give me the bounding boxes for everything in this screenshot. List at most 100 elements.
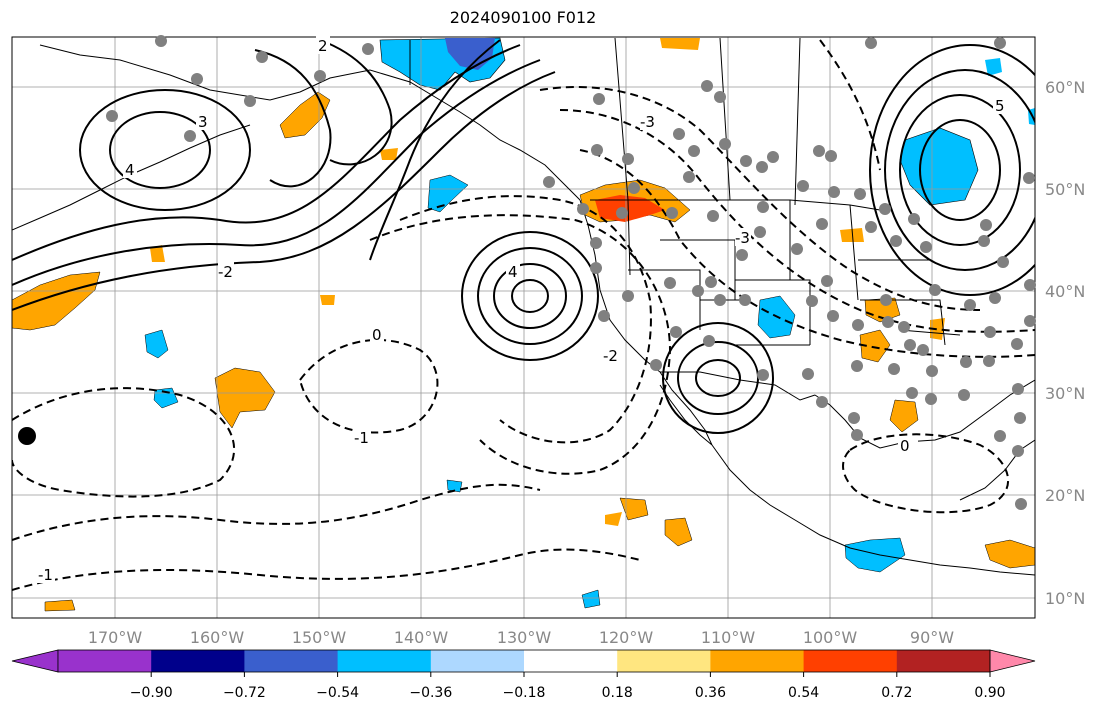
station-dot	[865, 221, 877, 233]
station-dot	[848, 412, 860, 424]
positive-fill-small-5	[320, 295, 335, 305]
contour-label-two: 2	[318, 37, 328, 55]
station-dot	[666, 207, 678, 219]
station-dot	[1023, 172, 1035, 184]
station-dot	[622, 290, 634, 302]
station-dot	[1014, 412, 1026, 424]
colorbar-arrow-left	[11, 649, 59, 673]
contour-label-minus-three-north: -3	[640, 113, 655, 131]
lon-label-110w: 110°W	[701, 628, 756, 647]
station-dot	[736, 249, 748, 261]
station-dot	[590, 237, 602, 249]
station-dot	[184, 130, 196, 142]
station-dot	[851, 360, 863, 372]
station-dot	[593, 93, 605, 105]
colorbar-tick-label: −0.72	[223, 685, 266, 701]
colorbar-tick-label: 0.54	[788, 685, 819, 701]
contour-label-high: 4	[508, 263, 518, 281]
station-dot	[997, 256, 1009, 268]
colorbar-tick-label: 0.36	[695, 685, 726, 701]
contour-label-five: 5	[995, 97, 1005, 115]
station-dot	[983, 355, 995, 367]
station-dot	[155, 35, 167, 47]
positive-fill-small-3	[380, 148, 398, 160]
lat-label-20n: 20°N	[1045, 486, 1085, 505]
station-dot	[670, 326, 682, 338]
station-dot	[906, 387, 918, 399]
positive-fill-baja	[619, 497, 649, 521]
colorbar-segment	[244, 650, 339, 672]
colorbar-tick-label: 0.90	[974, 685, 1005, 701]
station-dot	[816, 396, 828, 408]
station-dot	[692, 285, 704, 297]
positive-fill-small-4	[605, 512, 622, 526]
station-dot	[362, 43, 374, 55]
contour-high-pacific-1	[511, 279, 549, 313]
large-station-dot	[18, 427, 36, 445]
height-contours	[12, 39, 1035, 434]
map-frame	[11, 36, 1036, 619]
positive-fill-gulf	[859, 329, 891, 363]
station-dot	[1024, 315, 1036, 327]
station-dot	[994, 37, 1006, 49]
contour-high-pacific-3	[477, 247, 583, 345]
contour-neg-west-2	[12, 483, 541, 541]
station-dot	[739, 294, 751, 306]
station-dot	[917, 344, 929, 356]
anomaly-fills	[12, 37, 1035, 612]
contour-label-zero-gulf: 0	[900, 437, 910, 455]
coast-west-us	[579, 199, 661, 373]
colorbar-segment	[803, 650, 898, 672]
negative-fill-hudson	[899, 127, 979, 206]
station-dot	[865, 37, 877, 49]
station-dot	[926, 365, 938, 377]
station-dot	[821, 275, 833, 287]
station-dot	[890, 235, 902, 247]
positive-fill-texas	[889, 399, 919, 433]
negative-fill-north-corner	[985, 58, 1002, 76]
station-dot	[827, 310, 839, 322]
contour-low-hudson-4	[869, 44, 1035, 296]
colorbar-segment	[710, 650, 805, 672]
station-dot	[879, 203, 891, 215]
contour-ridge-3	[12, 71, 556, 311]
station-dot	[797, 180, 809, 192]
station-dot	[106, 110, 118, 122]
contour-neg-trough-3	[579, 149, 1035, 358]
station-dot	[960, 356, 972, 368]
coast-alaska	[39, 44, 581, 201]
colorbar-tick-label: −0.18	[503, 685, 546, 701]
colorbar-segment	[617, 650, 711, 672]
colorbar-tick-label: 0.18	[602, 685, 633, 701]
contour-high-pacific-4	[461, 231, 599, 361]
lat-label-10n: 10°N	[1045, 589, 1085, 608]
lat-label-50n: 50°N	[1045, 180, 1085, 199]
map-title: 2024090100 F012	[449, 8, 597, 27]
contour-neg-coastal-1	[399, 195, 652, 444]
station-dot	[256, 51, 268, 63]
station-dot	[244, 95, 256, 107]
contour-labels: 4 0 -1 0 3 4 2 5 -3 -3 -1 -2 -2	[37, 36, 1007, 584]
station-dots	[106, 35, 1036, 510]
station-dot	[984, 326, 996, 338]
contour-ridge-2	[12, 59, 541, 286]
station-dot	[705, 276, 717, 288]
contour-label-zero-mid: 0	[372, 326, 382, 344]
station-dot	[577, 203, 589, 215]
contour-neg-mid-pacific	[299, 339, 439, 434]
colorbar-tick-label: −0.36	[409, 685, 452, 701]
station-dot	[598, 310, 610, 322]
colorbar-segment	[58, 650, 152, 672]
lon-label-170w: 170°W	[88, 628, 143, 647]
station-dot	[925, 393, 937, 405]
station-dot	[929, 284, 941, 296]
contour-neg-west-1	[12, 387, 236, 498]
station-dot	[908, 213, 920, 225]
colorbar	[11, 649, 1036, 673]
station-dot	[673, 128, 685, 140]
positive-fill-south-pacific	[44, 599, 76, 612]
station-dot	[1011, 338, 1023, 350]
latitude-labels: 60°N 50°N 40°N 30°N 20°N 10°N	[1045, 78, 1085, 608]
positive-fill-alaska-coast	[279, 91, 331, 139]
